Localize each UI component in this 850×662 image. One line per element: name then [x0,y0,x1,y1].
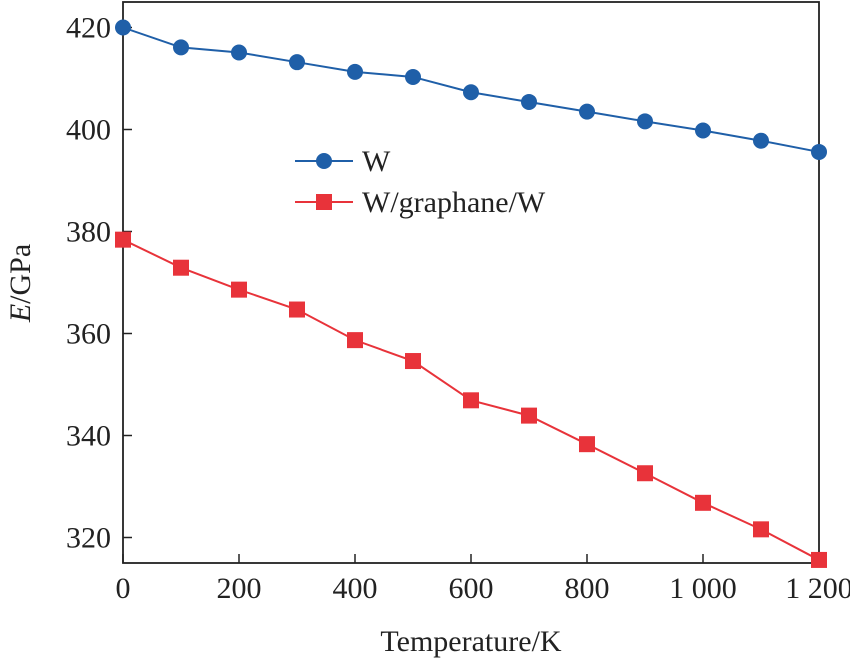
x-axis-ticks: 0 200 400 600 800 1 000 1 200 [116,554,850,605]
data-point-w-graphane-w [753,521,769,538]
data-point-w [637,113,653,130]
data-point-w-graphane-w [637,465,653,482]
y-tick-label: 380 [66,216,111,249]
legend-marker-w-graphane-w [316,194,332,210]
data-point-w [289,54,305,71]
legend-marker-w [316,153,332,169]
data-point-w [115,19,131,36]
legend-label-w: W [362,145,391,178]
data-point-w [521,93,537,110]
y-axis-title: E/GPa [4,244,37,323]
x-tick-label: 400 [333,572,378,605]
data-point-w-graphane-w [289,301,305,318]
data-point-w [579,103,595,120]
y-tick-label: 360 [66,318,111,351]
data-point-w-graphane-w [811,551,827,568]
y-tick-label: 340 [66,420,111,453]
data-point-w-graphane-w [173,259,189,276]
data-point-w [753,132,769,149]
x-tick-label: 1 200 [785,572,850,605]
data-point-w-graphane-w [521,407,537,424]
data-point-w [231,44,247,61]
data-point-w [463,84,479,101]
data-point-w-graphane-w [695,494,711,511]
legend: W W/graphane/W [295,145,546,219]
y-tick-label: 320 [66,522,111,555]
data-point-w [405,68,421,85]
data-point-w-graphane-w [405,353,421,370]
legend-label-w-graphane-w: W/graphane/W [362,186,546,219]
x-tick-label: 800 [565,572,610,605]
y-tick-label: 420 [66,12,111,45]
series-layer [115,19,827,568]
data-point-w [811,143,827,160]
x-tick-label: 0 [116,572,131,605]
data-point-w-graphane-w [231,281,247,298]
x-axis-title: Temperature/K [380,625,561,658]
data-point-w [695,122,711,139]
data-point-w [347,63,363,80]
data-point-w [173,39,189,56]
x-tick-label: 600 [449,572,494,605]
y-axis-ticks: 320 340 360 380 400 420 [66,12,132,555]
data-point-w-graphane-w [579,436,595,453]
x-tick-label: 200 [217,572,262,605]
y-axis-unit: /GPa [4,244,37,304]
x-tick-label: 1 000 [669,572,737,605]
y-tick-label: 400 [66,114,111,147]
data-point-w-graphane-w [463,392,479,409]
data-point-w-graphane-w [115,231,131,248]
data-point-w-graphane-w [347,332,363,349]
y-axis-symbol: E [4,304,37,323]
